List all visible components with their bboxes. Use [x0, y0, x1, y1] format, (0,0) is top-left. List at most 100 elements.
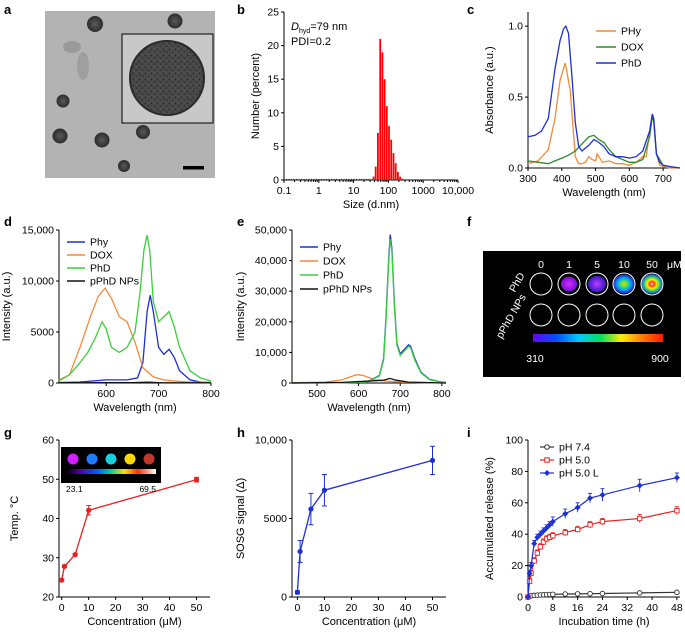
panel-i-x-tick-label: 8: [550, 602, 556, 614]
panel-c-x-tick-label: 300: [519, 173, 537, 185]
legend-label: PhD: [90, 263, 111, 275]
panel-g-thermal-spot: [86, 453, 98, 465]
panel-h-x-tick-label: 0: [294, 602, 300, 614]
panel-b-x-tick-label: 100: [380, 185, 398, 197]
panel-i-point: [637, 515, 643, 522]
panel-b-y-tick-label: 0: [273, 175, 279, 187]
dhyd-symbol: D: [291, 21, 299, 33]
panel-h-y-tick-label: 0: [281, 592, 287, 604]
panel-c-x-tick-label: 700: [654, 173, 672, 185]
panel-c-x-label: Wavelength (nm): [562, 187, 645, 199]
nanoparticle: [167, 13, 183, 29]
panel-i-point: [549, 518, 556, 525]
panel-letter-c: c: [467, 2, 474, 17]
panel-i-y-tick-label: 0: [517, 592, 523, 604]
panel-d-y-tick-label: 15,000: [22, 225, 54, 237]
panel-i-point: [543, 524, 550, 531]
panel-b-bar: [383, 79, 386, 180]
panel-g-colorbar-max: 69.5: [139, 484, 156, 494]
panel-g-line: [61, 478, 197, 581]
panel-d-x-tick-label: 600: [97, 388, 115, 400]
legend-label: PhD: [323, 270, 344, 282]
panel-i-point: [674, 508, 680, 514]
panel-e-x-label: Wavelength (nm): [327, 402, 410, 414]
panel-b-y-label: Number (percent): [250, 53, 262, 139]
panel-c-series-phd: [527, 24, 681, 169]
panel-g-thermal-spot: [105, 453, 117, 465]
legend-label: Phy: [323, 242, 342, 254]
panel-f-well: [640, 303, 664, 327]
panel-i-point: [550, 591, 556, 598]
panel-b-dhyd-annotation: Dhyd=79 nm: [291, 21, 347, 35]
panel-b-bar: [388, 126, 390, 180]
legend-label: pH 5.0: [559, 455, 590, 467]
panel-g-y-tick-label: 50: [42, 474, 54, 486]
panel-f-well: [612, 272, 636, 296]
panel-c-series-dox: [527, 116, 681, 169]
panel-h-y-label: SOSG signal (Δ): [235, 478, 247, 559]
panel-b-bar: [377, 133, 379, 180]
panel-d-y-tick-label: 0: [48, 378, 54, 390]
panel-i-point: [534, 550, 540, 556]
nanoparticle: [118, 160, 130, 172]
panel-letter-h: h: [237, 425, 245, 440]
panel-e-x-tick-label: 800: [433, 388, 451, 400]
panel-i-point: [525, 594, 531, 600]
panel-f-concentration-label: 5: [594, 259, 600, 271]
legend-label: pH 5.0 L: [559, 468, 599, 480]
panel-i-point: [546, 521, 553, 528]
panel-d-series-2: [58, 234, 212, 382]
panel-letters: a b c d e f g h i: [4, 2, 474, 440]
panel-d-y-label: Intensity (a.u.): [1, 272, 13, 342]
panel-e-y-tick-label: 30,000: [255, 286, 287, 298]
legend-label: pPhD NPs: [323, 284, 372, 296]
panel-letter-i: i: [467, 425, 471, 440]
panel-b-x-label: Size (d.nm): [343, 199, 399, 211]
panel-g-x-tick-label: 50: [191, 602, 203, 614]
panel-letter-f: f: [467, 214, 472, 229]
panel-a-tem-image: [45, 11, 215, 178]
panel-f-colorbar-max: 900: [651, 353, 669, 365]
panel-i-x-tick-label: 40: [646, 602, 658, 614]
panel-e-y-label: Intensity (a.u.): [235, 272, 247, 342]
panel-i-point: [537, 531, 544, 538]
panel-b-bar: [381, 52, 384, 180]
panel-f-well: [557, 272, 581, 296]
panel-c-y-tick-label: 0.5: [508, 92, 523, 104]
panel-g-colorbar-min: 23.1: [66, 484, 83, 494]
panel-d-y-tick-label: 5000: [31, 327, 55, 339]
panel-h-x-tick-label: 50: [427, 602, 439, 614]
panel-b-x-tick-label: 10: [348, 185, 360, 197]
panel-e-series-0: [291, 234, 447, 384]
panel-b-y-tick-label: 5: [273, 141, 279, 153]
panel-g-x-label: Concentration (μM): [87, 616, 181, 628]
legend-label: DOX: [90, 250, 113, 262]
panel-i-x-tick-label: 0: [525, 602, 531, 614]
panel-i-y-label: Accumulated release (%): [484, 457, 496, 580]
nanoparticle: [87, 16, 103, 32]
panel-g-x-tick-label: 10: [83, 602, 95, 614]
panel-d-x-tick-label: 800: [202, 388, 220, 400]
panel-letter-a: a: [4, 2, 12, 17]
panel-i-point: [587, 522, 593, 528]
panel-i-point: [599, 491, 606, 498]
panel-f-signal-spot: [561, 276, 577, 292]
legend-marker: [544, 444, 550, 450]
panel-b-bar: [372, 176, 375, 180]
panel-i-x-tick-label: 24: [597, 602, 609, 614]
panel-i-point: [562, 510, 569, 517]
panel-f-well: [529, 272, 553, 296]
panel-i-x-tick-label: 32: [621, 602, 633, 614]
panel-h-chart: 0 10 20 30 40 50 0 5000 10,000 Concentration (μM)…: [235, 435, 446, 628]
panel-b-x-tick-label: 1000: [412, 185, 436, 197]
panel-d-chart: 600 700 800 0 5000 10,000 15,000 PhyDOXPhDpPhD …: [1, 225, 220, 415]
panel-b-bar: [392, 153, 395, 180]
legend-label: DOX: [621, 42, 644, 54]
panel-b-x-tick-label: 0.1: [277, 185, 292, 197]
panel-b-bar: [399, 176, 401, 180]
panel-i-point: [636, 590, 643, 596]
panel-b-chart: 0.1 1 10 100 1000 10,000 0 5 10 15 20 25 Size (d.nm)…: [250, 7, 474, 212]
panel-i-point: [574, 591, 581, 597]
